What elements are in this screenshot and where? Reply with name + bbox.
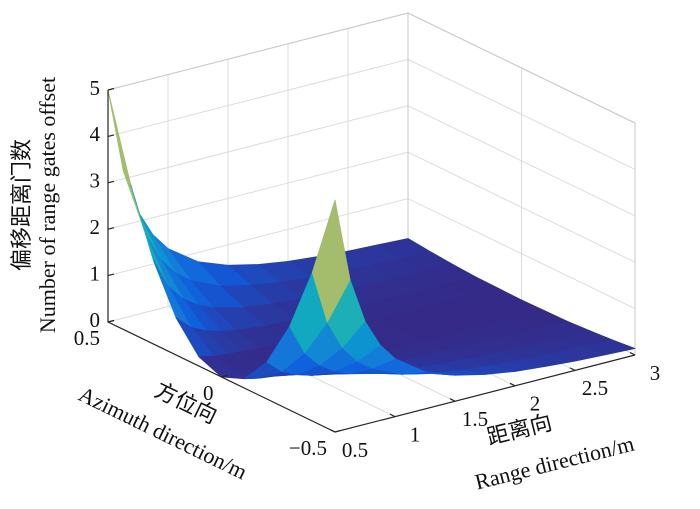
tick-mark [107, 180, 115, 184]
grid-line [107, 58, 636, 170]
tick-mark [629, 351, 636, 356]
surface-cell [107, 89, 147, 235]
z-tick-label: 2 [90, 215, 101, 239]
x-tick-label: 2.5 [582, 376, 608, 400]
x-axis-title: 距离向 [484, 410, 554, 450]
tick-mark [569, 367, 576, 371]
z-axis-title: 偏移距离门数 [9, 139, 34, 271]
tick-mark [107, 227, 115, 230]
surface [107, 89, 636, 380]
z-axis-title: Number of range gates offset [35, 77, 60, 333]
grid-line [107, 12, 636, 124]
y-tick-label: 0 [203, 381, 214, 405]
tick-mark [329, 428, 336, 433]
tick-mark [509, 382, 516, 387]
tick-mark [107, 273, 115, 277]
tick-mark [449, 398, 456, 402]
tick-mark [334, 429, 342, 433]
x-tick-label: 1 [410, 422, 421, 446]
x-tick-label: 0.5 [342, 438, 368, 462]
tick-mark [389, 413, 396, 418]
grid-line [107, 105, 636, 217]
z-tick-label: 0 [90, 308, 101, 332]
tick-mark [107, 134, 115, 137]
surface-cell [311, 199, 351, 323]
z-tick-label: 1 [90, 261, 101, 285]
x-tick-label: 2 [530, 392, 541, 416]
z-tick-label: 3 [90, 169, 101, 193]
tick-mark [107, 87, 115, 91]
x-tick-label: 3 [650, 361, 661, 385]
box-edge [107, 12, 636, 355]
y-tick-label: 0.5 [74, 326, 100, 350]
z-tick-label: 4 [90, 122, 101, 146]
y-tick-label: −0.5 [289, 436, 327, 460]
grid-line [107, 151, 636, 263]
tick-mark [107, 319, 115, 323]
x-tick-label: 1.5 [462, 407, 488, 431]
z-tick-label: 5 [90, 76, 101, 100]
tick-mark [221, 374, 228, 378]
